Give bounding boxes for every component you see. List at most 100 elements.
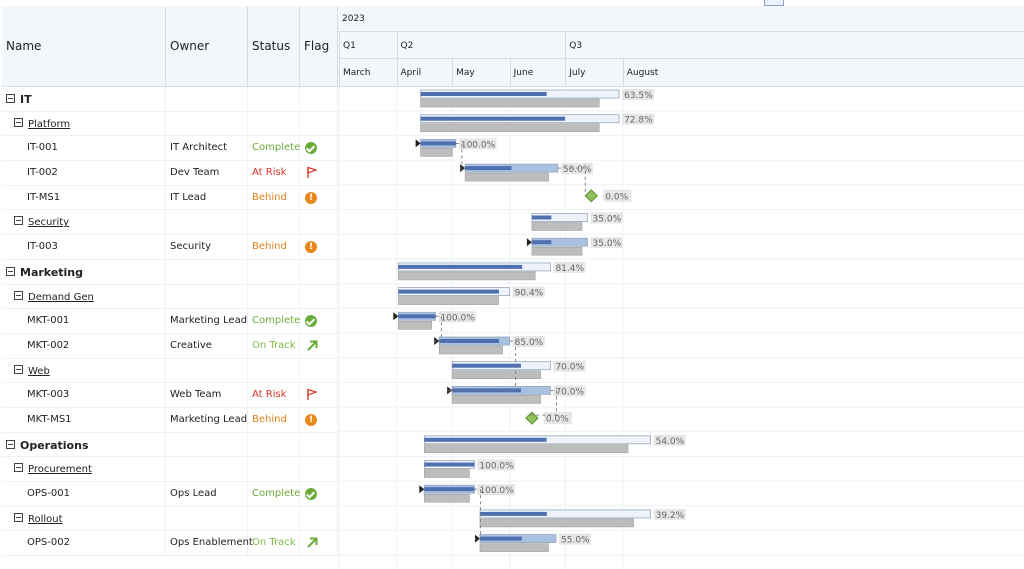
progress-label-bg	[553, 261, 586, 273]
baseline-bar[interactable]	[479, 518, 634, 528]
group-name[interactable]: Procurement	[14, 463, 92, 475]
collapse-toggle-icon[interactable]	[6, 94, 15, 103]
baseline-bar[interactable]	[398, 320, 433, 330]
status-badge: On Track	[252, 537, 296, 549]
baseline-bar[interactable]	[420, 98, 600, 108]
group-name[interactable]: Operations	[6, 439, 89, 452]
table-row[interactable]: Procurement	[2, 457, 338, 482]
timeline-month: June	[513, 68, 534, 78]
row-name-text: OPS-001	[27, 488, 70, 499]
progress-bar[interactable]	[452, 363, 521, 368]
table-row[interactable]: Marketing	[2, 259, 338, 285]
progress-bar[interactable]	[424, 437, 547, 442]
milestone-bar[interactable]	[584, 189, 598, 203]
timeline-month: July	[569, 68, 586, 78]
baseline-bar[interactable]	[438, 345, 503, 355]
baseline-bar[interactable]	[531, 222, 583, 231]
progress-bar[interactable]	[420, 116, 566, 121]
task-bar[interactable]	[531, 213, 588, 222]
table-row[interactable]: IT-MS1 IT Lead Behind!	[2, 185, 338, 211]
table-row[interactable]: MKT-001 Marketing Lead Complete	[2, 309, 338, 334]
group-name[interactable]: Security	[14, 216, 69, 228]
collapse-toggle-icon[interactable]	[14, 117, 23, 127]
group-name[interactable]: Platform	[14, 117, 70, 130]
task-name[interactable]: IT-002	[27, 167, 58, 178]
progress-bar[interactable]	[465, 166, 512, 171]
group-name[interactable]: Marketing	[6, 266, 83, 279]
task-name[interactable]: MKT-002	[27, 340, 69, 351]
baseline-bar[interactable]	[420, 148, 453, 157]
progress-bar[interactable]	[479, 536, 522, 541]
baseline-bar[interactable]	[424, 444, 629, 454]
baseline-bar[interactable]	[398, 271, 536, 281]
task-name[interactable]: MKT-MS1	[27, 414, 72, 425]
baseline-bar[interactable]	[451, 370, 541, 380]
progress-bar[interactable]	[531, 240, 552, 245]
progress-bar[interactable]	[424, 487, 475, 492]
column-header-owner[interactable]: Owner	[170, 39, 210, 53]
table-row[interactable]: MKT-003 Web Team At Risk	[2, 383, 338, 408]
column-header-status[interactable]: Status	[252, 39, 291, 53]
column-header-name[interactable]: Name	[6, 39, 42, 53]
table-row[interactable]: IT-003 Security Behind!	[2, 235, 338, 260]
progress-bar[interactable]	[398, 289, 499, 294]
baseline-bar[interactable]	[424, 493, 470, 503]
table-row[interactable]: OPS-002 Ops Enablement On Track	[2, 531, 338, 557]
collapse-toggle-icon[interactable]	[14, 463, 23, 473]
timeline-month: March	[343, 68, 371, 78]
timeline-header: 2023 March April May June July August Q1 Q2 Q3	[338, 6, 1024, 87]
table-row[interactable]: MKT-MS1 Marketing Lead Behind!	[2, 407, 338, 433]
table-row[interactable]: Web	[2, 358, 338, 384]
progress-bar[interactable]	[420, 141, 456, 146]
table-row[interactable]: Security	[2, 210, 338, 236]
group-name[interactable]: Rollout	[14, 512, 63, 525]
task-name[interactable]: MKT-001	[27, 315, 69, 326]
group-name[interactable]: Demand Gen	[14, 290, 94, 303]
owner-cell: Ops Lead	[170, 488, 217, 499]
collapse-toggle-icon[interactable]	[14, 216, 23, 226]
baseline-bar[interactable]	[398, 296, 499, 305]
task-name[interactable]: IT-003	[27, 241, 58, 252]
progress-bar[interactable]	[420, 92, 547, 96]
baseline-bar[interactable]	[531, 246, 583, 256]
task-name[interactable]: IT-001	[27, 142, 58, 153]
row-name-text: MKT-001	[27, 315, 70, 327]
table-row[interactable]: MKT-002 Creative On Track	[2, 333, 338, 359]
baseline-bar[interactable]	[464, 172, 549, 182]
task-name[interactable]: OPS-002	[27, 537, 70, 548]
timeline-month: April	[400, 68, 422, 78]
progress-bar[interactable]	[424, 462, 475, 467]
baseline-bar[interactable]	[420, 123, 600, 132]
progress-bar[interactable]	[439, 339, 500, 343]
collapse-toggle-icon[interactable]	[14, 512, 23, 522]
table-row[interactable]: Operations	[2, 432, 338, 458]
milestone-bar[interactable]	[525, 411, 539, 425]
task-name[interactable]: MKT-003	[27, 389, 69, 400]
progress-bar[interactable]	[398, 264, 523, 269]
row-name-text: Operations	[20, 438, 89, 452]
collapse-toggle-icon[interactable]	[14, 290, 23, 300]
table-row[interactable]: IT-001 IT Architect Complete	[2, 136, 338, 162]
toolbar-checkbox[interactable]	[764, 0, 784, 6]
progress-bar[interactable]	[479, 511, 547, 516]
table-row[interactable]: IT-002 Dev Team At Risk	[2, 161, 338, 186]
progress-bar[interactable]	[531, 215, 552, 220]
task-name[interactable]: OPS-001	[27, 488, 70, 499]
column-header-flag[interactable]: Flag	[304, 39, 330, 53]
group-name[interactable]: Web	[14, 364, 50, 377]
table-row[interactable]: Rollout	[2, 506, 338, 532]
baseline-bar[interactable]	[424, 469, 470, 478]
baseline-bar[interactable]	[479, 543, 549, 552]
progress-bar[interactable]	[398, 314, 436, 319]
table-row[interactable]: Demand Gen	[2, 284, 338, 310]
collapse-toggle-icon[interactable]	[6, 439, 15, 449]
collapse-toggle-icon[interactable]	[14, 364, 23, 374]
table-row[interactable]: IT	[2, 87, 338, 112]
collapse-toggle-icon[interactable]	[6, 266, 15, 276]
owner-cell: Web Team	[170, 389, 222, 401]
table-row[interactable]: Platform	[2, 111, 338, 137]
group-name[interactable]: IT	[6, 93, 32, 106]
baseline-bar[interactable]	[451, 395, 541, 404]
table-row[interactable]: OPS-001 Ops Lead Complete	[2, 482, 338, 507]
task-name[interactable]: IT-MS1	[27, 192, 60, 203]
